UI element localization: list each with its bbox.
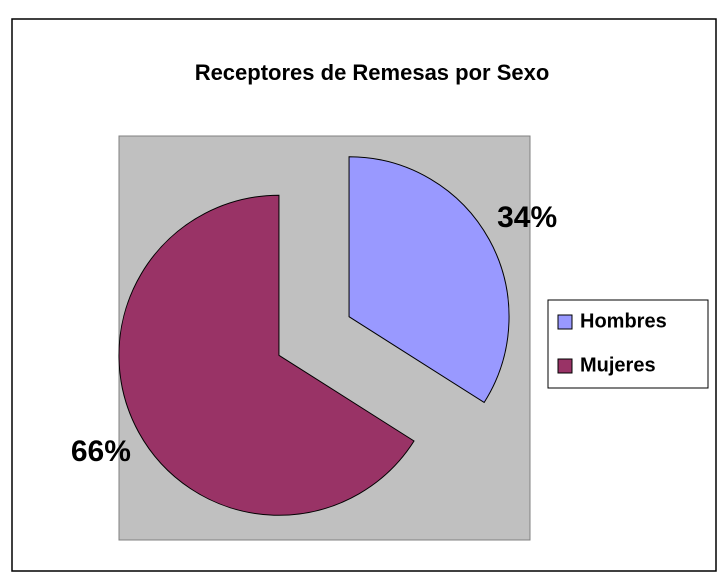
legend-swatch (557, 314, 573, 330)
legend-swatch (557, 358, 573, 374)
legend-label: Hombres (580, 310, 667, 332)
pie-slice (118, 194, 415, 516)
data-label: 34% (497, 201, 557, 234)
data-label: 66% (71, 435, 131, 468)
chart-title: Receptores de Remesas por Sexo (195, 60, 550, 85)
legend-label: Mujeres (580, 354, 656, 376)
pie-slice (348, 156, 510, 404)
legend-box (547, 299, 709, 389)
